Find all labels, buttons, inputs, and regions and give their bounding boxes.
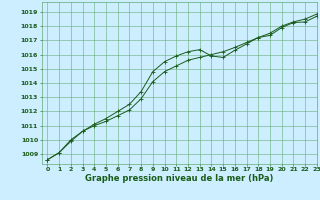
X-axis label: Graphe pression niveau de la mer (hPa): Graphe pression niveau de la mer (hPa) xyxy=(85,174,273,183)
